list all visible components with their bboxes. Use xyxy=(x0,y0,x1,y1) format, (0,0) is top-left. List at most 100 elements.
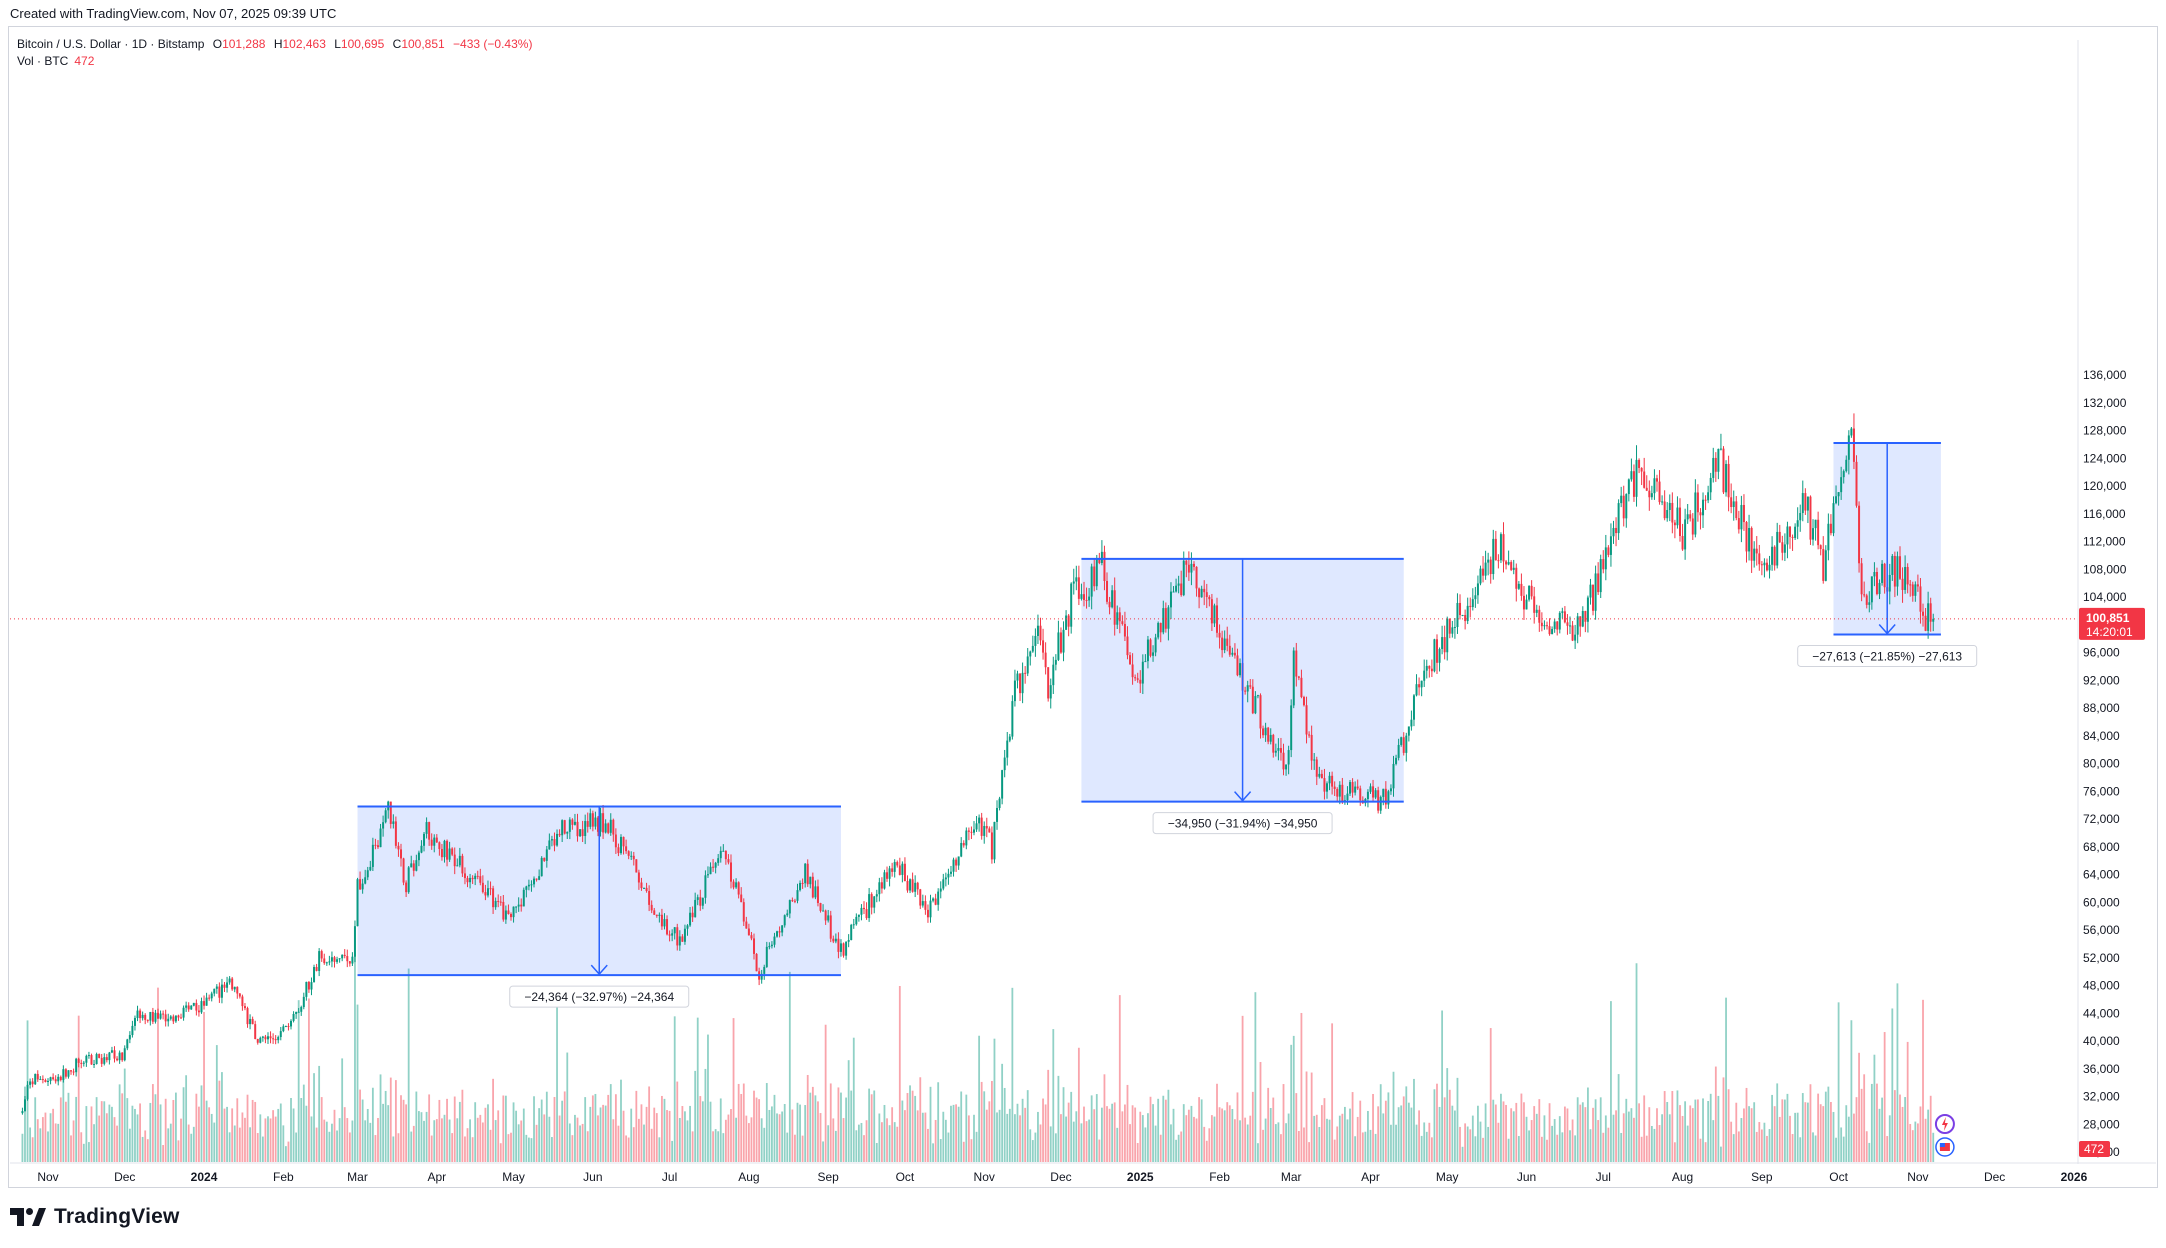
volume-bar xyxy=(1318,1127,1321,1162)
x-tick-label: Jul xyxy=(1596,1170,1611,1184)
candle-body xyxy=(512,906,515,918)
candle-body xyxy=(1845,459,1848,472)
candle-body xyxy=(937,891,940,905)
volume-bar xyxy=(497,1110,500,1162)
volume-bar xyxy=(921,1112,924,1162)
volume-bar xyxy=(755,1097,758,1162)
candle-body xyxy=(1210,599,1213,624)
volume-bar xyxy=(896,1126,899,1162)
volume-bar xyxy=(1152,1104,1154,1162)
volume-bar xyxy=(799,1104,801,1162)
volume-bar xyxy=(103,1101,106,1162)
volume-bar xyxy=(1743,1108,1745,1162)
candle-body xyxy=(29,1081,32,1085)
volume-bar xyxy=(254,1101,257,1162)
volume-bar xyxy=(1024,1107,1027,1162)
legend-symbol[interactable]: Bitcoin / U.S. Dollar · 1D · Bitstamp xyxy=(17,37,205,51)
candle-body xyxy=(348,961,351,964)
volume-bar xyxy=(1407,1102,1410,1162)
chart-area[interactable] xyxy=(8,26,2158,1188)
candle-body xyxy=(1827,523,1830,551)
candle-body xyxy=(440,849,443,858)
candle-body xyxy=(361,883,364,890)
candle-body xyxy=(1336,789,1339,797)
volume-bar xyxy=(1126,1084,1129,1162)
volume-bar xyxy=(379,1074,382,1162)
candle-body xyxy=(77,1058,80,1063)
candle-body xyxy=(1635,459,1638,497)
volume-bar xyxy=(448,1119,451,1162)
candle-body xyxy=(865,909,868,919)
volume-bar xyxy=(517,1124,520,1162)
measurement-lines[interactable]: −24,364 (−32.97%) −24,364−34,950 (−31.94… xyxy=(357,441,1978,1008)
volume-bar xyxy=(354,952,356,1162)
volume-bar xyxy=(146,1139,149,1162)
volume-bar xyxy=(394,1080,397,1162)
candle-body xyxy=(1653,478,1656,494)
volume-bar xyxy=(1878,1108,1881,1162)
candle-body xyxy=(310,982,313,990)
candle-body xyxy=(558,833,561,836)
candle-body xyxy=(1804,493,1807,511)
y-tick-label: 76,000 xyxy=(2083,784,2120,798)
volume-bar xyxy=(1141,1115,1144,1162)
candle-body xyxy=(1054,659,1057,665)
candle-body xyxy=(1505,561,1508,565)
volume-bar xyxy=(1684,1101,1687,1162)
volume-bar xyxy=(1047,1069,1050,1162)
footer-brand[interactable]: TradingView xyxy=(10,1205,180,1229)
candle-body xyxy=(1451,627,1454,634)
candle-body xyxy=(1812,528,1815,540)
volume-bar xyxy=(942,1111,945,1162)
volume-bar xyxy=(251,1099,254,1162)
volume-bar xyxy=(1116,1127,1119,1162)
volume-bar xyxy=(671,1140,674,1162)
candle-body xyxy=(724,850,727,860)
candle-body xyxy=(1333,786,1336,790)
volume-bar xyxy=(369,1122,372,1162)
candle-body xyxy=(351,956,354,964)
volume-bar xyxy=(699,1096,702,1162)
candle-body xyxy=(1213,605,1216,624)
candle-body xyxy=(36,1073,39,1080)
volume-bar xyxy=(1246,1124,1249,1162)
candle-body xyxy=(1533,596,1536,613)
candle-body xyxy=(105,1057,108,1061)
candle-body xyxy=(197,1010,200,1013)
volume-bar xyxy=(1459,1126,1461,1162)
volume-bar xyxy=(438,1099,441,1162)
candle-body xyxy=(1343,800,1346,802)
candle-body xyxy=(1044,652,1047,668)
volume-bar xyxy=(405,1104,408,1162)
volume-bar xyxy=(456,1118,459,1162)
candle-body xyxy=(205,997,208,1006)
y-tick-label: 56,000 xyxy=(2083,923,2120,937)
volume-bar xyxy=(75,1096,78,1162)
volume-bar xyxy=(1796,1112,1799,1162)
volume-bar xyxy=(108,1104,111,1162)
candle-body xyxy=(898,865,901,875)
volume-bar xyxy=(584,1097,587,1162)
candle-body xyxy=(1341,784,1344,801)
volume-bar xyxy=(1034,1132,1037,1162)
candle-body xyxy=(947,873,950,878)
candle-body xyxy=(1574,634,1577,641)
volume-bar xyxy=(794,1134,796,1162)
candle-body xyxy=(1592,584,1595,611)
candle-body xyxy=(430,839,433,846)
candle-body xyxy=(1415,684,1418,696)
volume-bar xyxy=(111,1106,113,1162)
y-tick-label: 68,000 xyxy=(2083,840,2120,854)
y-tick-label: 132,000 xyxy=(2083,396,2127,410)
volume-bar xyxy=(290,1097,292,1162)
candle-body xyxy=(164,1014,167,1022)
candle-body xyxy=(509,913,512,918)
volume-bar xyxy=(1679,1105,1681,1162)
legend-volume-label[interactable]: Vol · BTC xyxy=(17,54,69,68)
volume-bar xyxy=(1177,1134,1180,1162)
volume-bar xyxy=(1610,1001,1612,1162)
volume-bar xyxy=(1433,1089,1436,1162)
candle-body xyxy=(962,842,965,846)
volume-bar xyxy=(909,1085,911,1162)
